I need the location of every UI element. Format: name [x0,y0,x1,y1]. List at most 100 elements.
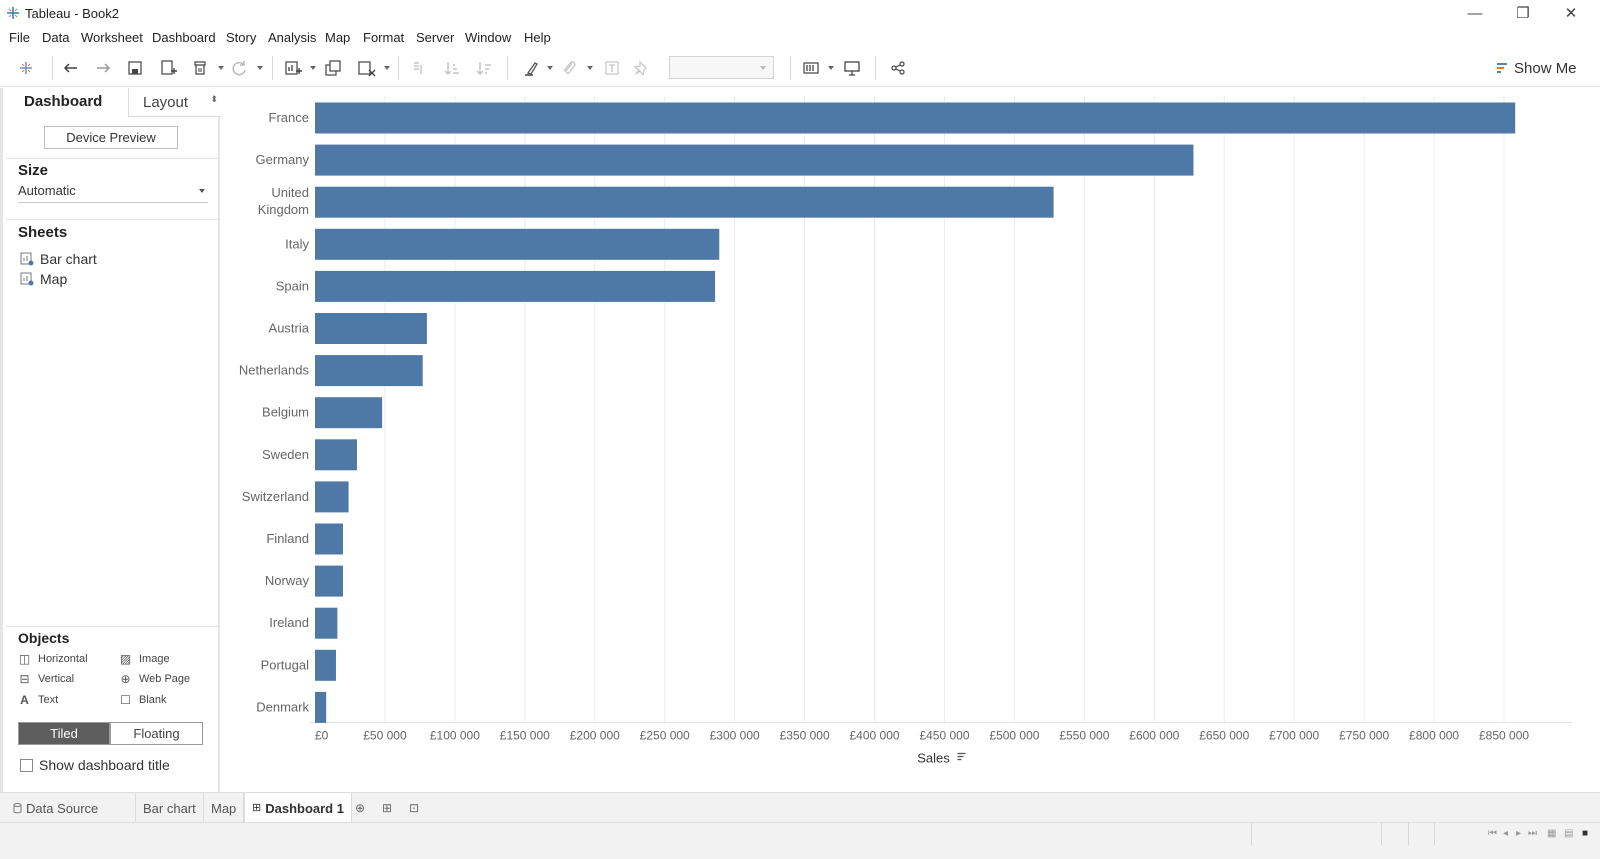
object-label: Image [139,653,170,665]
close-button[interactable]: ✕ [1564,5,1578,22]
dropdown-arrow-icon[interactable] [218,66,224,70]
bar-finland [315,523,343,555]
x-tick-label: £400 000 [850,729,900,743]
menu-bar: File Data Worksheet Dashboard Story Anal… [0,27,1600,49]
dropdown-arrow-icon[interactable] [384,66,390,70]
highlight-icon[interactable] [520,57,542,79]
dropdown-arrow-icon[interactable] [587,66,593,70]
object-vertical[interactable]: ⊟ Vertical [18,671,74,687]
show-cards-icon[interactable] [800,57,822,79]
clear-sheet-icon[interactable] [355,57,377,79]
menu-dashboard[interactable]: Dashboard [152,30,216,45]
category-label-line: Kingdom [258,202,309,217]
category-label: Finland [266,531,309,546]
tab-bar-chart[interactable]: Bar chart [136,793,204,823]
refresh-icon[interactable] [228,57,250,79]
x-tick-label: £150 000 [500,729,550,743]
menu-help[interactable]: Help [524,30,551,45]
sheet-sorter-icon[interactable]: ▦ [1547,828,1557,839]
tab-dashboard[interactable]: Dashboard [24,93,103,110]
undo-icon[interactable] [60,57,82,79]
sheet-item-label: Map [40,271,68,287]
menu-format[interactable]: Format [363,30,405,45]
category-label: Spain [276,278,309,293]
checkbox-box[interactable] [20,758,33,772]
sheet-item-map[interactable]: Map [20,270,67,288]
bar-chart-view: France Germany United Kingdom Italy Spain Aust… [222,88,1600,792]
x-tick-label: £450 000 [919,729,969,743]
new-worksheet-icon[interactable] [282,57,304,79]
show-me-button[interactable]: Show Me [1497,57,1577,79]
show-mark-labels-icon[interactable] [601,57,623,79]
category-label: Portugal [261,657,310,672]
prev-sheet-icon[interactable]: ◂ [1503,828,1509,839]
size-dropdown[interactable]: Automatic [18,183,208,203]
bar-spain [315,270,716,302]
menu-server[interactable]: Server [416,30,455,45]
object-horizontal[interactable]: ◫ Horizontal [18,651,88,667]
restore-button[interactable]: ❐ [1516,5,1530,22]
tab-dashboard-1[interactable]: ⊞ Dashboard 1 [244,793,352,823]
object-image[interactable]: ▨ Image [119,651,170,667]
dropdown-arrow-icon[interactable] [828,66,834,70]
save-icon[interactable] [124,57,146,79]
bar-austria [315,313,427,344]
device-preview-button[interactable]: Device Preview [44,126,178,149]
menu-analysis[interactable]: Analysis [268,30,317,45]
menu-story[interactable]: Story [226,30,257,45]
dropdown-arrow-icon[interactable] [310,66,316,70]
sheets-section-title: Sheets [18,224,68,241]
menu-map[interactable]: Map [325,30,351,45]
object-blank[interactable]: ☐ Blank [119,692,166,708]
group-members-icon[interactable] [558,57,580,79]
dashboard-icon: ⊞ [252,801,262,814]
menu-file[interactable]: File [9,30,30,45]
new-data-source-icon[interactable] [157,57,179,79]
minimize-button[interactable]: — [1467,5,1483,22]
sort-descending-icon[interactable] [472,57,494,79]
object-web-page[interactable]: ⊕ Web Page [119,671,190,687]
tiled-toggle[interactable]: Tiled [18,722,110,745]
tableau-logo-icon [7,7,19,19]
object-label: Text [38,694,59,706]
pause-auto-updates-icon[interactable] [189,57,211,79]
category-label: Sweden [262,447,309,462]
share-icon[interactable] [887,57,909,79]
sort-ascending-icon[interactable] [440,57,462,79]
tabs-view-icon[interactable]: ■ [1582,828,1589,839]
menu-worksheet[interactable]: Worksheet [81,30,143,45]
fit-dropdown[interactable] [669,56,774,79]
show-dashboard-title-checkbox[interactable]: Show dashboard title [20,757,170,773]
presentation-mode-icon[interactable] [841,57,863,79]
next-sheet-icon[interactable]: ▸ [1516,828,1522,839]
menu-data[interactable]: Data [42,30,70,45]
last-sheet-icon[interactable]: ⏭ [1528,828,1537,839]
bar-ireland [315,607,338,639]
new-story-tab-icon[interactable]: ⊡ [408,801,420,815]
tab-layout[interactable]: Layout [128,88,223,117]
first-sheet-icon[interactable]: ⏮ [1488,828,1497,839]
bar-united-kingdom [315,186,1054,218]
tableau-home-icon[interactable] [15,57,37,79]
bar-switzerland [315,481,349,513]
toolbar-separator [398,56,399,80]
tab-data-source[interactable]: Data Source [6,793,136,823]
object-text[interactable]: A Text [18,692,58,708]
menu-window[interactable]: Window [465,30,512,45]
duplicate-sheet-icon[interactable] [322,57,344,79]
divider [6,626,220,627]
new-worksheet-tab-icon[interactable]: ⊕ [354,801,366,815]
status-divider [1251,823,1252,845]
sheet-item-bar-chart[interactable]: Bar chart [20,250,97,268]
toolbar-separator [790,56,791,80]
swap-rows-columns-icon[interactable] [408,57,430,79]
dropdown-arrow-icon[interactable] [547,66,553,70]
tab-map[interactable]: Map [204,793,245,823]
new-dashboard-tab-icon[interactable]: ⊞ [381,801,393,815]
redo-icon[interactable] [92,57,114,79]
floating-toggle[interactable]: Floating [110,722,203,745]
fix-axes-icon[interactable] [631,57,653,79]
dropdown-arrow-icon[interactable] [257,66,263,70]
filmstrip-icon[interactable]: ▤ [1564,828,1574,839]
bar-chart: France Germany United Kingdom Italy Spain Aust… [239,96,1572,766]
